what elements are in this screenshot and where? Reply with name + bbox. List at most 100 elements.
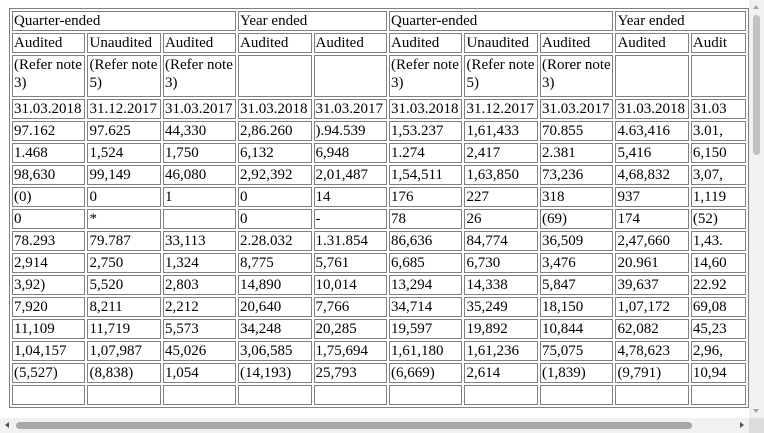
table-cell: 1,61,180 <box>388 341 463 361</box>
table-cell: 6,132 <box>238 143 312 163</box>
table-cell: 31.03.2018 <box>238 99 312 119</box>
table-cell: 19,597 <box>388 319 463 339</box>
table-cell: 31.03.2018 <box>12 99 86 119</box>
table-cell: 5,847 <box>539 275 614 295</box>
table-cell: 75,075 <box>539 341 614 361</box>
table-cell <box>162 385 237 405</box>
table-cell: 3,07, <box>690 165 746 185</box>
horizontal-scroll-thumb[interactable] <box>16 422 692 429</box>
table-row: 3,92) 5,520 2,803 14,890 10,014 13,294 14,338 5… <box>12 275 746 295</box>
table-cell: 1,07,987 <box>87 341 161 361</box>
table-cell <box>12 385 86 405</box>
table-cell: 2,750 <box>87 253 161 273</box>
period-header-cell: Year ended <box>615 11 746 31</box>
table-cell: 5,573 <box>162 319 237 339</box>
table-cell: 78 <box>388 209 463 229</box>
table-cell: 0 <box>238 209 312 229</box>
table-cell: 4,68,832 <box>615 165 689 185</box>
table-row: 1.468 1,524 1,750 6,132 6,948 1.274 2,417 2.381… <box>12 143 746 163</box>
note-reference-row: (Refer note 3) (Refer note 5) (Refer not… <box>12 55 746 97</box>
table-cell: 1,054 <box>162 363 237 383</box>
table-row: 7,920 8,211 2,212 20,640 7,766 34,714 35,249 18… <box>12 297 746 317</box>
table-cell: 2,86.260 <box>238 121 312 141</box>
table-cell: 14 <box>313 187 387 207</box>
table-cell: 62,082 <box>615 319 689 339</box>
audit-status-cell: Audited <box>615 33 689 53</box>
table-cell: 1,43. <box>690 231 746 251</box>
table-cell: 33,113 <box>162 231 237 251</box>
note-reference-cell <box>615 55 689 97</box>
table-row: 2,914 2,750 1,324 8,775 5,761 6,685 6,730 3,476… <box>12 253 746 273</box>
table-cell: 46,080 <box>162 165 237 185</box>
table-cell: 31.03.2017 <box>539 99 614 119</box>
table-cell: 73,236 <box>539 165 614 185</box>
table-cell: 22.92 <box>690 275 746 295</box>
table-row: 1,04,157 1,07,987 45,026 3,06,585 1,75,694 1,… <box>12 341 746 361</box>
table-cell: 1 <box>162 187 237 207</box>
horizontal-scrollbar[interactable] <box>0 418 749 433</box>
table-cell: 25,793 <box>313 363 387 383</box>
table-cell: 1,53.237 <box>388 121 463 141</box>
scroll-right-arrow-icon[interactable] <box>735 418 749 433</box>
audit-status-cell: Audited <box>539 33 614 53</box>
table-cell: 2,47,660 <box>615 231 689 251</box>
table-cell: 1.468 <box>12 143 86 163</box>
vertical-scrollbar[interactable] <box>749 0 764 418</box>
table-row: 97.162 97.625 44,330 2,86.260).94.539 1,53.2… <box>12 121 746 141</box>
table-cell: 14,60 <box>690 253 746 273</box>
period-header-cell: Quarter-ended <box>12 11 237 31</box>
table-cell: 318 <box>539 187 614 207</box>
table-cell <box>162 209 237 229</box>
table-cell: 6,948 <box>313 143 387 163</box>
table-cell: 1.274 <box>388 143 463 163</box>
period-header-cell: Year ended <box>238 11 387 31</box>
table-cell: 0 <box>238 187 312 207</box>
audit-status-cell: Audited <box>162 33 237 53</box>
audit-status-row: Audited Unaudited Audited Audited Audite… <box>12 33 746 53</box>
table-cell: 2,417 <box>464 143 538 163</box>
scroll-left-arrow-icon[interactable] <box>0 418 14 433</box>
table-cell: 7,766 <box>313 297 387 317</box>
table-cell: 34,248 <box>238 319 312 339</box>
table-cell: 1,75,694 <box>313 341 387 361</box>
table-cell: 31.12.2017 <box>464 99 538 119</box>
table-cell <box>539 385 614 405</box>
note-reference-cell <box>313 55 387 97</box>
table-cell: 36,509 <box>539 231 614 251</box>
table-cell: 79.787 <box>87 231 161 251</box>
table-cell: (9,791) <box>615 363 689 383</box>
financial-results-table: Quarter-ended Year ended Quarter-ended Y… <box>9 8 749 408</box>
table-cell: 10,014 <box>313 275 387 295</box>
table-cell: 2,212 <box>162 297 237 317</box>
vertical-scroll-thumb[interactable] <box>753 15 760 155</box>
table-cell: 5,416 <box>615 143 689 163</box>
table-cell: 19,892 <box>464 319 538 339</box>
table-cell: 31.12.2017 <box>87 99 161 119</box>
table-cell: 2,803 <box>162 275 237 295</box>
audit-status-cell: Audited <box>12 33 86 53</box>
table-cell: 44,330 <box>162 121 237 141</box>
table-cell: 10,844 <box>539 319 614 339</box>
table-cell: 2,01,487 <box>313 165 387 185</box>
table-cell: 78.293 <box>12 231 86 251</box>
table-cell: 11,109 <box>12 319 86 339</box>
table-cell: (5,527) <box>12 363 86 383</box>
note-reference-cell: (Refer note 3) <box>162 55 237 97</box>
table-cell: 0 <box>12 209 86 229</box>
table-row: 31.03.2018 31.12.2017 31.03.2017 31.03.2018… <box>12 99 746 119</box>
table-cell: 31.03 <box>690 99 746 119</box>
table-row: 11,109 11,719 5,573 34,248 20,285 19,597 19,89… <box>12 319 746 339</box>
scroll-up-arrow-icon[interactable] <box>749 0 764 14</box>
table-cell: 1,61,236 <box>464 341 538 361</box>
audit-status-cell: Unaudited <box>464 33 538 53</box>
scroll-down-arrow-icon[interactable] <box>749 404 764 418</box>
table-cell: ).94.539 <box>313 121 387 141</box>
note-reference-cell: (Refer note 3) <box>12 55 86 97</box>
table-row: 78.293 79.787 33,113 2.28.032 1.31.854 86,636… <box>12 231 746 251</box>
table-cell: 86,636 <box>388 231 463 251</box>
table-row: 98,630 99,149 46,080 2,92,392 2,01,487 1,54,5… <box>12 165 746 185</box>
table-cell: 20.961 <box>615 253 689 273</box>
table-cell: 13,294 <box>388 275 463 295</box>
audit-status-cell: Audit <box>690 33 746 53</box>
note-reference-cell: (Refer note 3) <box>388 55 463 97</box>
